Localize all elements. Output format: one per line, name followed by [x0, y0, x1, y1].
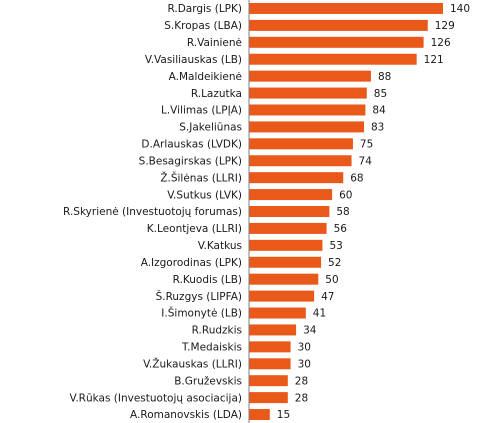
category-label: S.Jakeliūnas	[179, 122, 242, 134]
category-label: T.Medaiskis	[181, 342, 242, 354]
value-label: 41	[313, 308, 326, 320]
value-label: 126	[431, 37, 451, 49]
bar	[249, 239, 323, 251]
bar	[249, 2, 443, 14]
category-label: D.Arlauskas (LVDK)	[141, 139, 242, 151]
bar	[249, 172, 344, 184]
category-label: Š.Ruzgys (LIPFA)	[156, 290, 242, 303]
bar	[249, 121, 365, 133]
bar	[249, 206, 330, 217]
value-label: 28	[295, 375, 308, 387]
value-label: 28	[295, 392, 308, 404]
value-label: 56	[334, 223, 348, 235]
category-label: V.Žukauskas (LLRI)	[143, 357, 242, 370]
value-label: 58	[336, 206, 349, 218]
value-label: 47	[321, 291, 334, 303]
value-label: 68	[350, 172, 363, 184]
category-label: A.Maldeikienė	[169, 71, 242, 83]
category-label: R.Skyrienė (Investuotojų forumas)	[63, 206, 242, 218]
category-label: V.Katkus	[198, 240, 242, 252]
category-label: A.Izgorodinas (LPK)	[141, 257, 242, 269]
bar	[249, 392, 288, 404]
bar	[249, 273, 319, 285]
bar	[249, 222, 327, 234]
category-label: L.Vilimas (LPĮA)	[161, 105, 242, 117]
value-label: 30	[298, 358, 311, 370]
value-label: 15	[277, 409, 290, 421]
category-label: R.Kuodis (LB)	[173, 274, 242, 286]
bar	[249, 70, 371, 82]
category-label: R.Rudzkis	[192, 325, 242, 337]
category-label: R.Dargis (LPK)	[167, 3, 242, 15]
value-label: 74	[359, 155, 373, 167]
category-label: V.Vasiliauskas (LB)	[145, 54, 242, 66]
value-label: 88	[378, 71, 391, 83]
category-label: R.Vainienė	[187, 37, 242, 49]
value-label: 52	[328, 257, 341, 269]
bar	[249, 189, 333, 201]
value-label: 140	[450, 3, 470, 15]
bar	[249, 36, 424, 48]
bar	[249, 290, 315, 302]
bar	[249, 341, 291, 353]
bar	[249, 155, 352, 167]
category-label: V.Sutkus (LVK)	[167, 189, 242, 201]
value-label: 34	[303, 325, 317, 337]
bar	[249, 358, 291, 370]
category-label: A.Romanovskis (LDA)	[130, 409, 242, 421]
value-label: 85	[374, 88, 387, 100]
bar	[249, 307, 306, 319]
category-label: V.Rūkas (Investuotojų asociacija)	[70, 392, 243, 404]
bar	[249, 324, 297, 336]
bars-group	[249, 2, 443, 421]
value-labels: 140 129 126 121 88 85 84 83 75 74 68 60 58 56 53 52 50 47…	[277, 3, 470, 421]
category-label: Ž.Šilėnas (LLRI)	[160, 171, 242, 184]
value-label: 30	[298, 342, 311, 354]
category-label: R.Lazutka	[191, 88, 242, 100]
value-label: 53	[329, 240, 342, 252]
bar	[249, 375, 288, 387]
bar	[249, 104, 366, 116]
bar	[249, 409, 270, 421]
category-label: S.Kropas (LBA)	[164, 20, 242, 32]
value-label: 75	[360, 139, 373, 151]
category-label: I.Šimonytė (LB)	[161, 307, 242, 320]
category-label: S.Besagirskas (LPK)	[139, 155, 242, 167]
bar	[249, 53, 417, 65]
value-label: 60	[339, 189, 352, 201]
category-label: K.Leontjeva (LLRI)	[147, 223, 242, 235]
value-label: 84	[372, 105, 386, 117]
value-label: 83	[371, 122, 384, 134]
value-label: 121	[424, 54, 444, 66]
bar	[249, 256, 322, 268]
bar	[249, 19, 428, 31]
bar	[249, 138, 353, 150]
category-label: B.Gruževskis	[174, 375, 242, 387]
category-labels: R.Dargis (LPK) S.Kropas (LBA) R.Vainienė V.…	[63, 3, 242, 421]
value-label: 129	[435, 20, 455, 32]
value-label: 50	[325, 274, 338, 286]
bar	[249, 87, 367, 99]
